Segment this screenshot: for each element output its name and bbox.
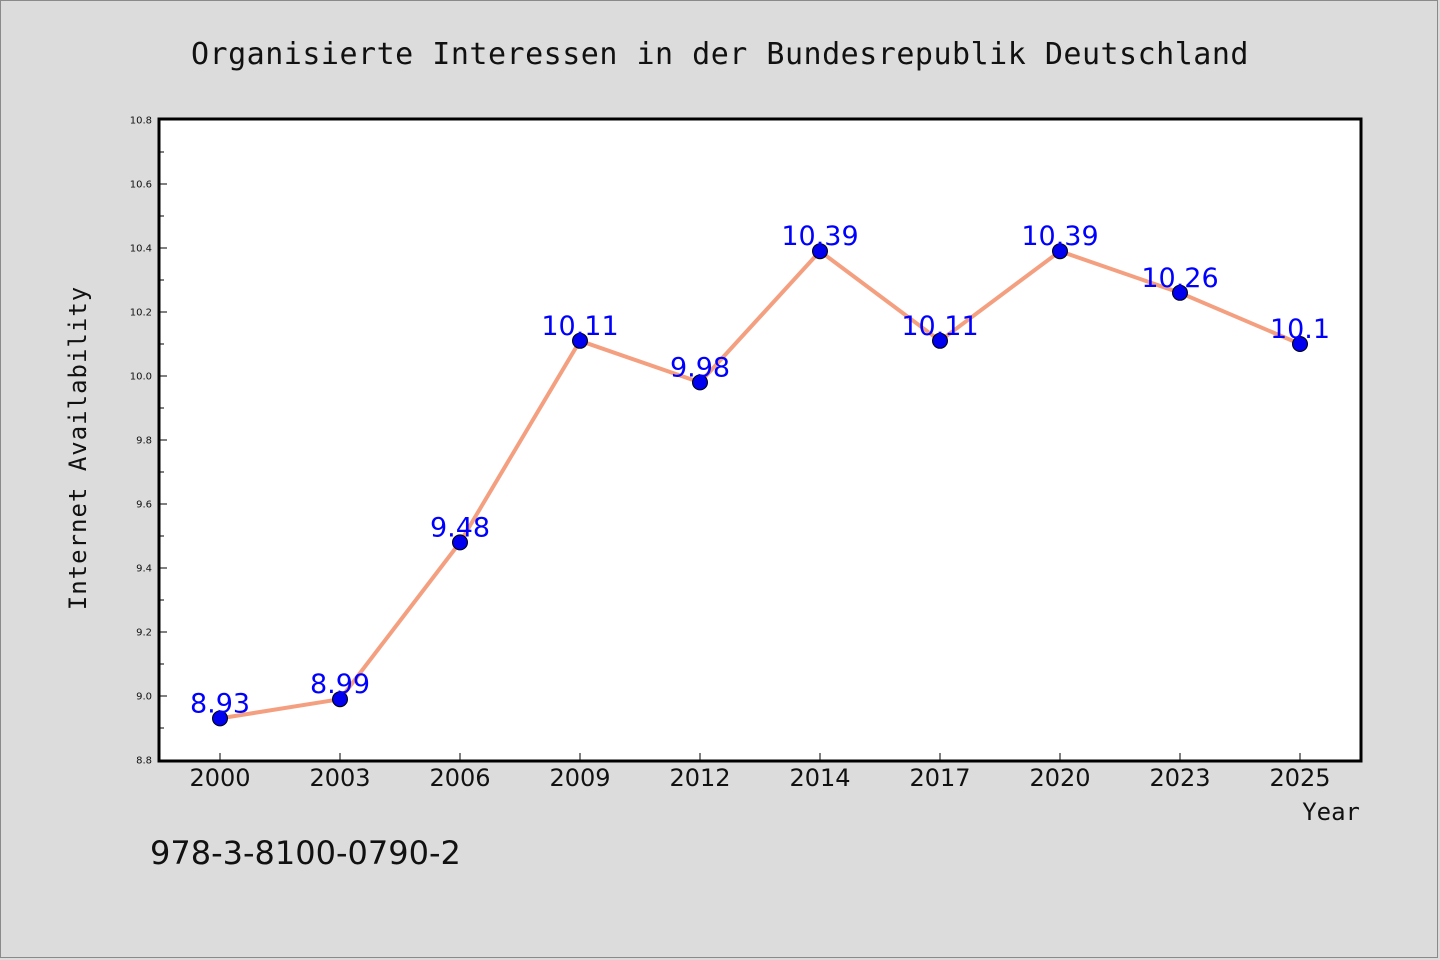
- x-axis: 2000 2003 2006 2009 2012 2014 2017 2020 2023 2025: [189, 753, 1331, 792]
- data-label: 8.93: [190, 688, 250, 719]
- data-label: 10.1: [1270, 314, 1330, 345]
- x-tick-label: 2020: [1029, 764, 1090, 792]
- x-tick-label: 2006: [429, 764, 490, 792]
- y-axis-label: Internet Availability: [64, 286, 92, 610]
- y-axis: 8.8 9.0 9.2 9.4 9.6 9.8 10.0 10.2 10.4 10.6 10.8: [130, 116, 167, 767]
- x-tick-label: 2017: [909, 764, 970, 792]
- x-tick-label: 2014: [789, 764, 850, 792]
- data-label: 10.39: [1021, 221, 1098, 252]
- y-tick-label: 10.0: [130, 372, 152, 383]
- series-layer: 8.93 8.99 9.48 10.11 9.98 10.39 10.11 10.39 10.2…: [190, 221, 1330, 727]
- x-tick-label: 2000: [189, 764, 250, 792]
- y-tick-label: 9.2: [136, 628, 152, 639]
- data-label: 10.39: [781, 221, 858, 252]
- x-tick-label: 2003: [309, 764, 370, 792]
- y-tick-label: 9.4: [136, 564, 152, 575]
- y-tick-label: 10.8: [130, 116, 152, 127]
- data-point: [812, 243, 828, 260]
- isbn-text: 978-3-8100-0790-2: [150, 834, 461, 872]
- data-point: [452, 534, 468, 551]
- data-label: 8.99: [310, 669, 370, 700]
- data-point: [1052, 243, 1068, 260]
- data-label: 9.48: [430, 512, 490, 543]
- y-tick-label: 9.6: [136, 500, 152, 511]
- data-point: [1292, 336, 1308, 352]
- plot-area: [157, 117, 1363, 763]
- data-label: 10.11: [901, 311, 978, 342]
- data-point: [692, 374, 708, 391]
- data-label: 10.26: [1141, 263, 1218, 294]
- data-point: [1172, 284, 1188, 301]
- y-tick-label: 9.8: [136, 436, 152, 447]
- y-tick-label: 8.8: [136, 756, 152, 767]
- chart-title: Organisierte Interessen in der Bundesrep…: [191, 37, 1249, 72]
- data-label: 10.11: [541, 311, 618, 342]
- data-point: [212, 710, 228, 727]
- x-tick-label: 2025: [1269, 764, 1330, 792]
- x-tick-label: 2009: [549, 764, 610, 792]
- y-tick-label: 10.4: [130, 244, 152, 255]
- y-tick-label: 9.0: [136, 692, 152, 703]
- y-tick-label: 10.2: [130, 308, 152, 319]
- data-label: 9.98: [670, 352, 730, 383]
- x-tick-label: 2012: [669, 764, 730, 792]
- data-point: [332, 691, 348, 708]
- series-line: [219, 249, 1301, 721]
- x-tick-label: 2023: [1149, 764, 1210, 792]
- y-tick-label: 10.6: [130, 180, 152, 191]
- x-axis-label: Year: [1302, 798, 1360, 826]
- data-point: [572, 332, 588, 349]
- data-point: [932, 332, 948, 349]
